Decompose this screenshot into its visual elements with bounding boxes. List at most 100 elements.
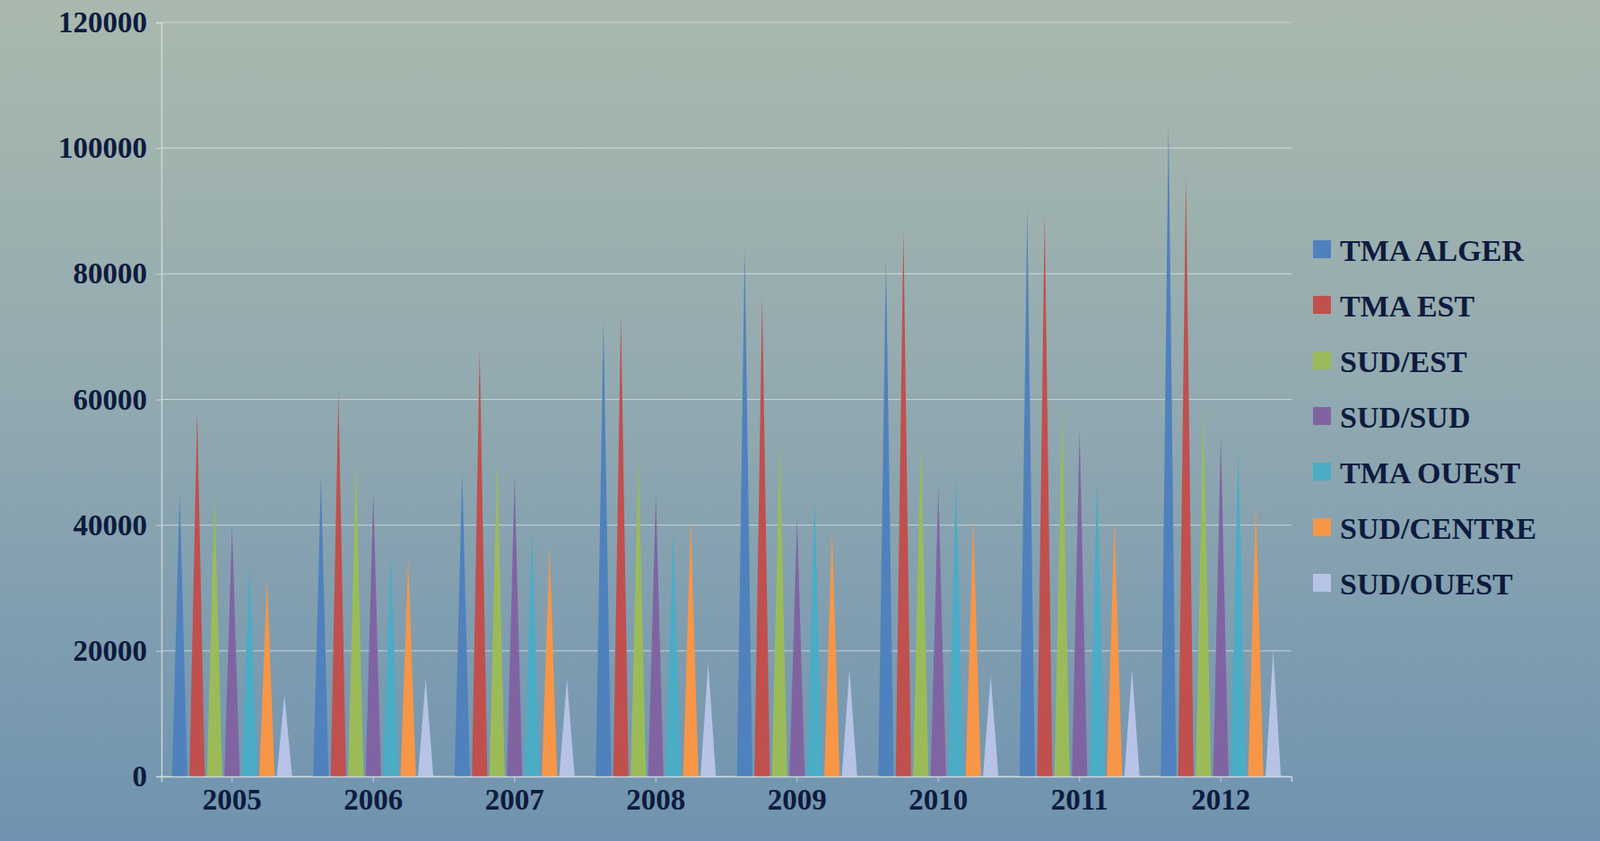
y-tick-mark [156,147,162,149]
spike [471,348,487,777]
spike [1019,208,1035,777]
legend-label: TMA ALGER [1339,234,1524,268]
y-tick: 40000 [73,509,163,542]
legend-item: TMA OUEST [1313,456,1522,490]
spike [895,229,912,777]
series [242,446,1247,777]
series [207,406,1212,777]
legend-swatch [1313,240,1331,259]
spike [824,528,840,777]
spike [1248,503,1264,777]
legend-label: TMA OUEST [1339,456,1522,490]
spike [559,678,575,777]
spike [842,669,858,777]
x-tick-mark [796,776,798,783]
x-tick-label: 2011 [1051,783,1109,817]
marks [172,122,1281,777]
y-tick-mark [156,22,162,24]
legend-label: SUD/SUD [1339,400,1470,435]
spike [700,663,716,777]
grid-line [161,147,1292,149]
x-tick-label: 2008 [626,783,686,817]
x-tick-label: 2012 [1191,783,1251,817]
y-tick: 20000 [73,634,163,668]
spike [613,314,629,777]
legend-label: SUD/EST [1339,345,1468,379]
x-axis: 20052006200720082009201020112012 [162,776,1293,817]
y-tick: 80000 [73,257,163,290]
x-tick: 2009 [767,776,827,817]
y-tick: 0 [132,760,163,793]
spike [1054,406,1070,777]
spike [737,248,753,777]
legend-label: TMA EST [1339,289,1476,323]
x-tick-mark [231,776,233,783]
spike [1195,406,1211,777]
legend: TMA ALGER TMA EST SUD/EST SUD/SUD TMA OUEST S… [1313,234,1537,601]
series [189,176,1194,777]
series [277,651,1282,777]
spike [789,519,805,777]
grid-line [161,21,1292,23]
spike [1089,478,1105,777]
x-tick: 2012 [1191,776,1251,817]
grid-line [161,399,1292,400]
spike [648,494,664,777]
spike [1230,446,1246,777]
legend-label: SUD/CENTRE [1339,512,1537,546]
y-tick: 60000 [73,383,163,417]
spike [947,478,964,777]
spike [930,487,947,777]
spike [417,678,434,777]
y-tick-label: 80000 [73,257,148,290]
y-axis-line [156,23,163,778]
spike [242,563,258,777]
series [259,503,1264,777]
x-tick: 2010 [908,776,968,817]
spike [1124,669,1140,777]
series [224,431,1229,777]
spike [807,496,823,777]
legend-item: SUD/OUEST [1313,567,1514,601]
grid [161,22,1292,777]
y-tick: 120000 [58,6,162,39]
y-tick-label: 60000 [73,383,148,417]
spike [1213,437,1229,777]
grid-line [161,524,1292,526]
spike [189,412,205,777]
spike [330,392,347,777]
spike [382,553,399,777]
legend-swatch [1313,407,1331,426]
y-tick-mark [156,273,162,275]
spike [524,531,540,777]
spike [665,531,681,777]
spike [277,695,293,777]
spike [224,525,240,777]
spike [982,676,999,777]
chart: 0 20000 40000 60000 80000 100000 120000 2005 200… [0,0,1600,841]
y-tick-mark [156,400,162,401]
spike [347,462,364,777]
y-tick-label: 100000 [58,131,148,165]
x-tick-mark [513,776,515,783]
background [0,0,1600,841]
legend-swatch [1313,295,1331,314]
y-tick-label: 0 [132,760,148,793]
legend-swatch [1313,462,1331,481]
spike [1106,519,1122,777]
y-tick-mark [156,776,162,778]
legend-item: SUD/SUD [1313,400,1470,435]
x-tick-mark [1078,776,1080,783]
legend-item: TMA EST [1313,289,1476,323]
legend-item: SUD/EST [1313,345,1468,379]
spike [965,519,982,777]
spike [1160,122,1176,777]
spike [772,440,788,777]
spike [506,478,522,777]
spike [489,456,505,777]
x-tick: 2005 [202,776,262,817]
y-axis: 0 20000 40000 60000 80000 100000 120000 [58,6,163,793]
y-tick-label: 40000 [73,509,148,542]
spike [541,547,557,777]
spike [313,478,329,777]
